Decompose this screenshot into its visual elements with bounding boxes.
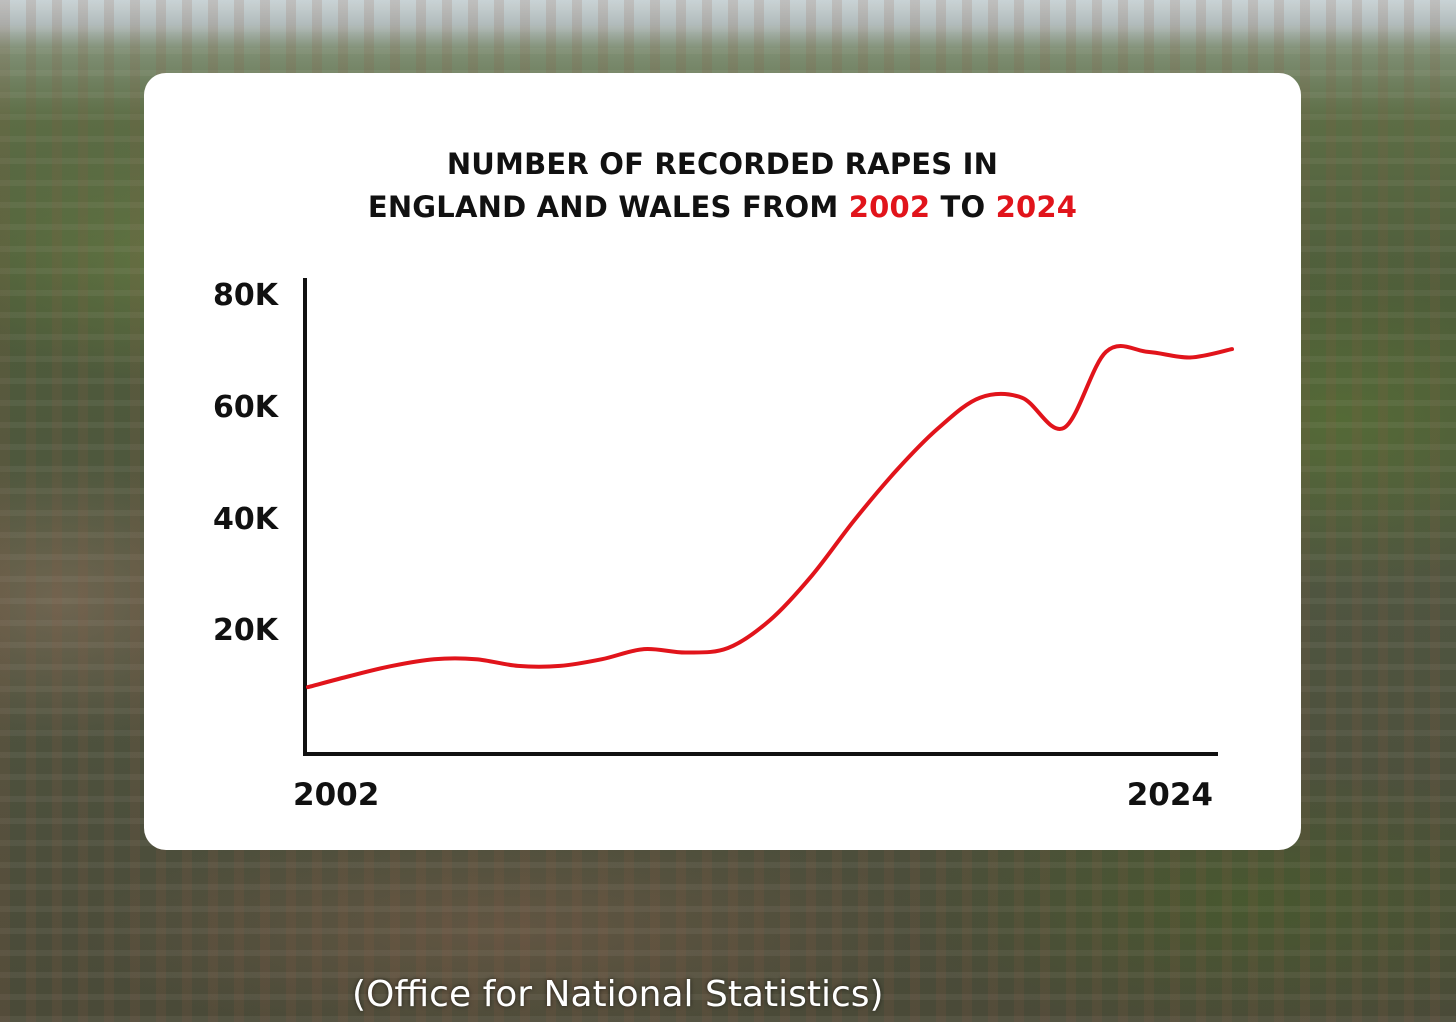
data-point-2018 — [977, 395, 983, 401]
chart-title-line-1: NUMBER OF RECORDED RAPES IN — [446, 147, 999, 181]
chart-title-connector: TO — [930, 190, 996, 224]
data-point-2021 — [1103, 349, 1109, 355]
data-point-2009 — [599, 656, 605, 662]
y-tick-label: 40K — [213, 501, 278, 537]
data-point-2003 — [347, 673, 353, 679]
data-point-2016 — [893, 468, 899, 474]
data-point-2007 — [515, 663, 521, 669]
y-tick-label: 20K — [213, 613, 278, 649]
data-point-2019 — [1019, 395, 1025, 401]
data-point-2015 — [851, 518, 857, 524]
data-point-2023 — [1187, 355, 1193, 361]
data-point-2020 — [1061, 425, 1067, 431]
y-tick-label: 60K — [213, 389, 278, 425]
chart-title-line-2: ENGLAND AND WALES FROM 2002 TO 2024 — [144, 186, 1301, 229]
x-tick-label: 2002 — [293, 777, 380, 813]
chart-title-start-year: 2002 — [848, 190, 931, 224]
data-point-2024 — [1229, 346, 1235, 352]
chart-title: NUMBER OF RECORDED RAPES IN ENGLAND AND … — [144, 143, 1301, 229]
data-point-2012 — [725, 645, 731, 651]
data-point-2006 — [473, 656, 479, 662]
chart-title-end-year: 2024 — [995, 190, 1078, 224]
data-point-2017 — [935, 425, 941, 431]
chart-card — [144, 73, 1301, 850]
data-point-2013 — [767, 617, 773, 623]
data-point-2011 — [683, 650, 689, 656]
data-point-2008 — [557, 663, 563, 669]
data-point-2010 — [641, 646, 647, 652]
source-caption: (Office for National Statistics) — [352, 974, 884, 1015]
data-point-2002 — [305, 684, 311, 690]
data-point-2014 — [809, 572, 815, 578]
series-line — [306, 344, 1234, 690]
data-point-2022 — [1145, 349, 1151, 355]
y-tick-label: 80K — [213, 278, 278, 313]
data-point-2005 — [431, 656, 437, 662]
chart-title-prefix: ENGLAND AND WALES FROM — [367, 190, 849, 224]
x-tick-label: 2024 — [1126, 777, 1213, 813]
data-point-2004 — [389, 663, 395, 669]
